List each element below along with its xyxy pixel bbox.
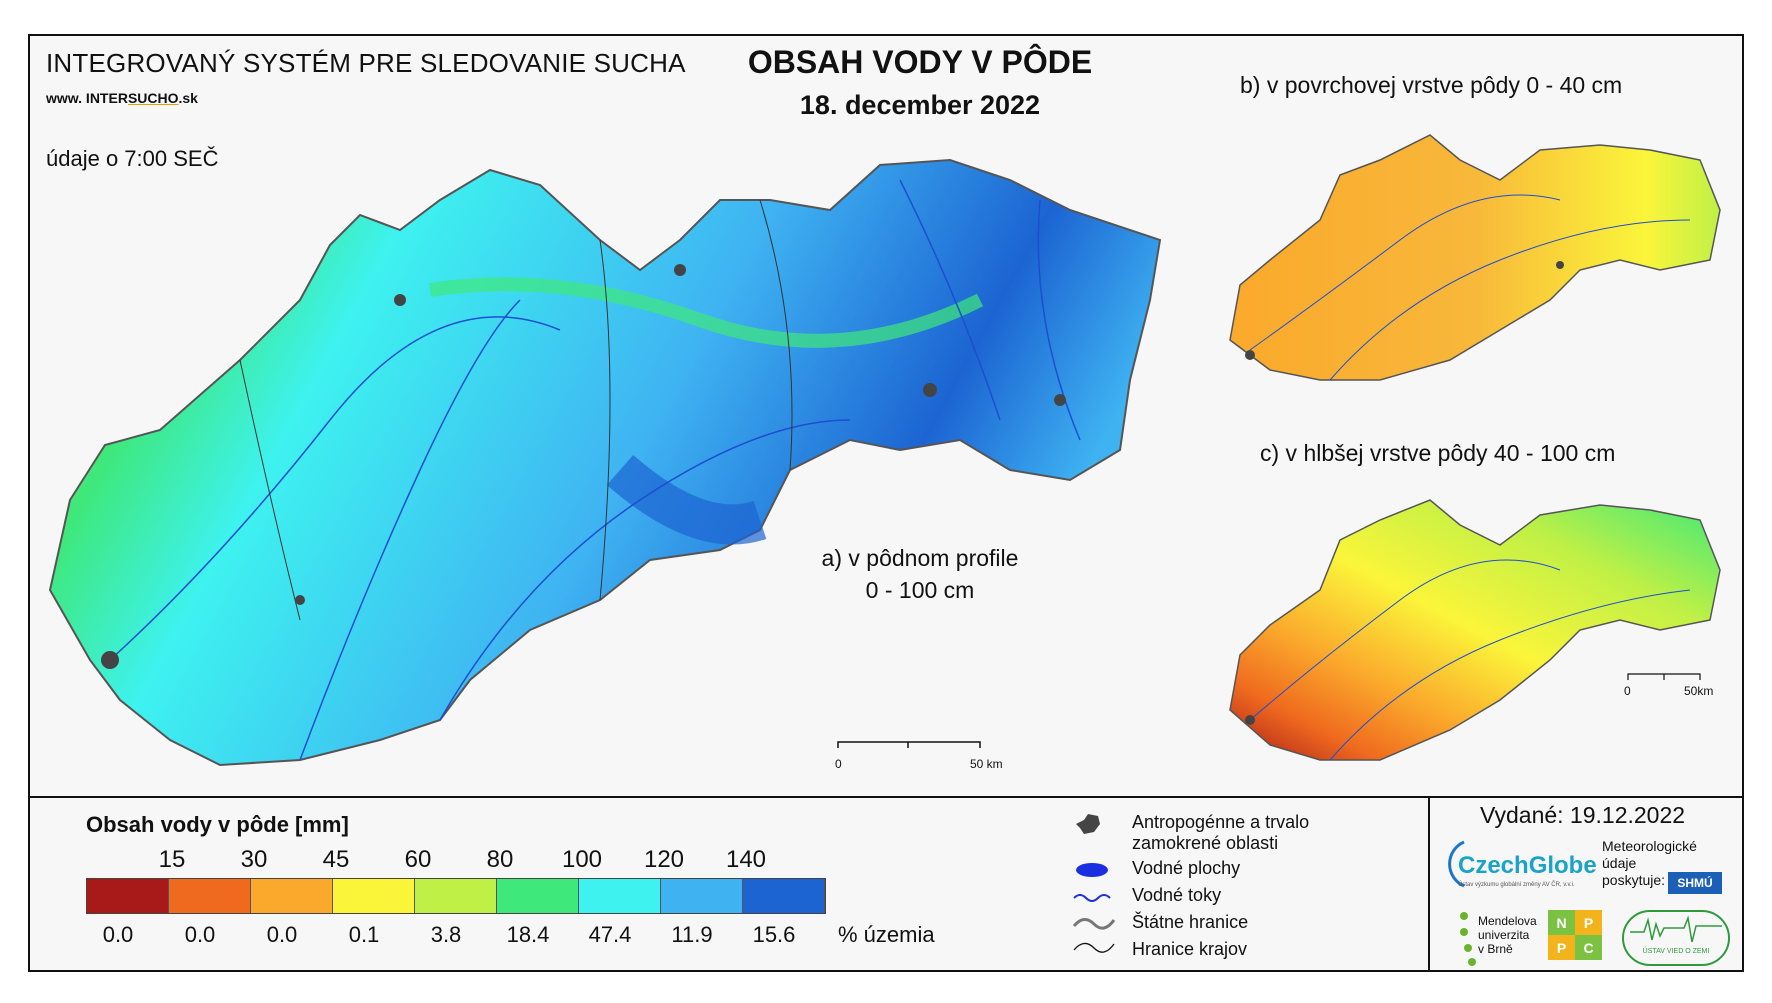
scale-bar-main — [837, 741, 981, 748]
slovakia-map-c — [1229, 499, 1721, 761]
czechglobe-subtitle: Ústav výzkumu globální změny AV ČR, v.v.… — [1458, 882, 1575, 888]
legend-swatch — [743, 879, 825, 913]
legend-title: Obsah vody v pôde [mm] — [86, 812, 349, 837]
nppc-logo: N P P C — [1548, 910, 1602, 960]
url-underlined: SUCHO — [127, 90, 179, 106]
water-body-icon — [1076, 863, 1108, 877]
url-suffix: .sk — [178, 90, 198, 106]
system-title: INTEGROVANÝ SYSTÉM PRE SLEDOVANIE SUCHA — [46, 48, 686, 78]
czechglobe-arc-icon — [1448, 840, 1465, 888]
mendel-university-logo: Mendelova univerzita v Brně — [1478, 914, 1537, 956]
legend-swatch — [169, 879, 251, 913]
website-link[interactable]: www. INTERSUCHO.sk — [46, 90, 198, 106]
seismograph-icon — [1630, 915, 1722, 943]
symbol-icons — [1072, 814, 1116, 953]
legend-percent: 3.8 — [430, 922, 462, 947]
legend-threshold: 15 — [158, 846, 186, 873]
scale-main-zero: 0 — [835, 757, 842, 771]
map-c-label: c) v hlbšej vrstve pôdy 40 - 100 cm — [1260, 440, 1616, 466]
mendel-line-2: univerzita — [1478, 928, 1530, 942]
nppc-letter: P — [1548, 935, 1575, 960]
map-b-label: b) v povrchovej vrstve pôdy 0 - 40 cm — [1240, 72, 1623, 98]
mendel-dots-icon — [1460, 912, 1476, 966]
slovakia-map-a — [48, 158, 1162, 767]
symbol-rivers-label: Vodné toky — [1132, 885, 1222, 905]
scale-main-end: 50 km — [970, 757, 1003, 771]
mendel-line-1: Mendelova — [1478, 914, 1537, 928]
symbol-regions-label: Hranice krajov — [1132, 939, 1248, 959]
issued-date: Vydané: 19.12.2022 — [1480, 802, 1686, 828]
state-border-icon — [1072, 918, 1116, 930]
meteo-line-3: poskytuje: — [1602, 872, 1666, 888]
slovakia-map-b — [1229, 134, 1721, 381]
meteo-credit: Meteorologické údaje poskytuje: — [1602, 838, 1697, 889]
river-icon — [1073, 894, 1111, 902]
legend-swatch — [497, 879, 579, 913]
legend-percent: 0.0 — [102, 922, 134, 947]
legend-threshold: 80 — [486, 846, 514, 873]
czechglobe-logo: CzechGlobe — [1458, 852, 1597, 879]
earth-science-institute-logo: ÚSTAV VIED O ZEMI — [1622, 910, 1730, 966]
legend-swatch — [87, 879, 169, 913]
legend-percent: 0.1 — [348, 922, 380, 947]
scale-small-end: 50km — [1684, 684, 1714, 698]
symbol-water-label: Vodné plochy — [1132, 858, 1241, 878]
nppc-letter: N — [1548, 910, 1575, 935]
map-date: 18. december 2022 — [799, 90, 1041, 120]
legend-percent: 15.6 — [752, 922, 796, 947]
legend-swatch — [251, 879, 333, 913]
mendel-line-3: v Brně — [1478, 942, 1513, 956]
url-prefix: www. INTER — [46, 90, 128, 106]
legend-percent: 0.0 — [184, 922, 216, 947]
footer-divider — [1428, 796, 1430, 972]
symbol-urban-label: Antropogénne a trvalo zamokrené oblasti — [1132, 812, 1310, 853]
legend-percent: 11.9 — [671, 922, 713, 947]
legend-threshold: 30 — [240, 846, 268, 873]
uvz-label: ÚSTAV VIED O ZEMI — [1642, 948, 1710, 955]
region-border-icon — [1073, 942, 1115, 953]
legend-swatch — [415, 879, 497, 913]
legend-percent: 18.4 — [506, 922, 550, 947]
meteo-line-2: údaje — [1602, 855, 1637, 871]
time-note: údaje o 7:00 SEČ — [46, 146, 219, 171]
legend-swatch — [661, 879, 743, 913]
urban-area-icon — [1076, 814, 1100, 834]
nppc-letter: P — [1575, 910, 1602, 935]
legend-threshold: 140 — [725, 846, 767, 873]
legend-percent-unit: % územia — [838, 922, 935, 947]
legend-threshold: 45 — [322, 846, 350, 873]
legend-swatch — [579, 879, 661, 913]
legend-percent: 47.4 — [588, 922, 632, 947]
symbol-state-border-label: Štátne hranice — [1132, 912, 1249, 932]
legend-threshold: 100 — [561, 846, 603, 873]
legend-swatch — [333, 879, 415, 913]
legend-threshold: 60 — [404, 846, 432, 873]
meteo-line-1: Meteorologické — [1602, 838, 1697, 854]
maps-svg — [48, 134, 1721, 767]
map-a-label-2: 0 - 100 cm — [865, 577, 975, 603]
legend-threshold: 120 — [643, 846, 685, 873]
legend-color-bar — [86, 878, 826, 914]
scale-bar-small — [1627, 673, 1701, 680]
legend-percent: 0.0 — [266, 922, 298, 947]
scale-small-zero: 0 — [1624, 684, 1631, 698]
map-a-label-1: a) v pôdnom profile — [821, 545, 1019, 571]
nppc-letter: C — [1575, 935, 1602, 960]
map-title: OBSAH VODY V PÔDE — [747, 44, 1093, 80]
shmu-logo: SHMÚ — [1668, 872, 1722, 894]
legend-divider — [28, 796, 1744, 798]
